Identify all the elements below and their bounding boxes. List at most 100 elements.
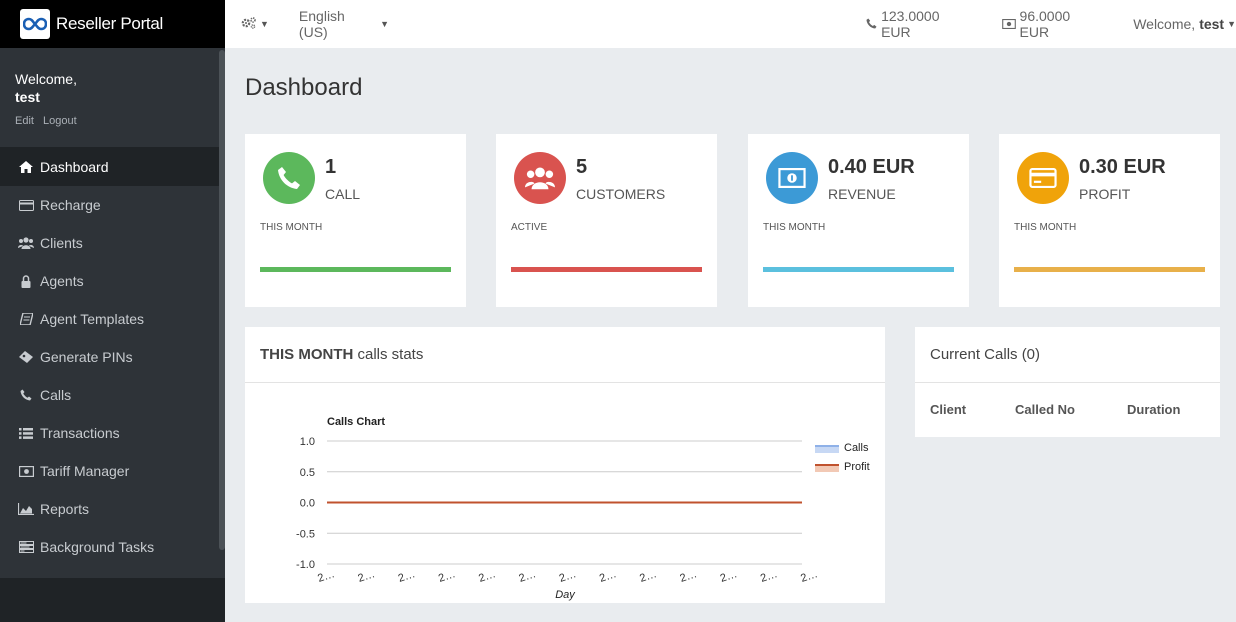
sidebar-item-recharge[interactable]: Recharge [0,186,225,224]
y-tick-label: 1.0 [300,436,315,448]
calls-chart: Calls Chart 1.0 0.5 0.0 -0.5 -1.0 2… 2… 2… 2… 2…… [296,416,870,601]
x-tick-label: 2… [316,568,336,585]
y-tick-label: -1.0 [296,559,315,571]
stat-sub: THIS MONTH [260,222,323,233]
user-menu-dropdown[interactable]: Welcome, test ▼ [1133,16,1236,32]
balance-money: 96.0000 EUR [1001,8,1104,40]
column-header[interactable]: Duration [1127,401,1181,417]
stat-value: 0.40 EUR [828,156,915,178]
stat-card-revenue: 0.40 EUR REVENUE THIS MONTH [748,134,969,307]
x-tick-label: 2… [759,568,779,585]
credit-card-icon [18,198,34,212]
x-tick-label: 2… [558,568,578,585]
phone-icon [866,16,877,32]
x-tick-label: 2… [719,568,739,585]
sidebar: Reseller Portal Welcome, test Edit Logou… [0,0,225,622]
current-calls-header: Current Calls (0) [915,327,1220,383]
money-icon [18,464,34,478]
settings-dropdown[interactable]: ▼ [241,16,269,32]
sidebar-item-generate-pins[interactable]: Generate PINs [0,338,225,376]
user-lock-icon [18,274,34,288]
topbar-username: test [1199,16,1225,32]
stat-bar [260,267,451,272]
stat-label: REVENUE [828,186,896,202]
current-calls-panel: Current Calls (0) Client Called No Durat… [915,327,1220,437]
current-calls-table-header: Client Called No Duration [915,383,1220,435]
chart-xlabel: Day [555,589,576,601]
stat-value: 1 [325,156,337,178]
balance-credit-value: 123.0000 EUR [881,8,940,40]
chevron-down-icon: ▼ [260,19,269,29]
sidebar-item-label: Clients [40,235,83,251]
stat-label: CUSTOMERS [576,186,666,202]
calls-stats-title-rest: calls stats [353,346,424,363]
x-tick-label: 2… [477,568,497,585]
sidebar-nav: Dashboard Recharge Clients Agents Agent … [0,148,225,566]
sidebar-item-dashboard[interactable]: Dashboard [0,148,225,186]
calls-stats-title-bold: THIS MONTH [260,346,354,363]
balance-money-value: 96.0000 EUR [1019,8,1071,40]
stat-card-profit: 0.30 EUR PROFIT THIS MONTH [999,134,1220,307]
sidebar-item-label: Generate PINs [40,349,133,365]
stat-sub: ACTIVE [511,222,548,233]
sidebar-item-transactions[interactable]: Transactions [0,414,225,452]
stat-value: 0.30 EUR [1079,156,1166,178]
ticket-icon [18,350,34,364]
list-icon [18,426,34,440]
y-tick-label: -0.5 [296,528,315,540]
sidebar-scrollbar[interactable] [219,50,225,550]
stat-value: 5 [576,156,588,178]
sidebar-item-agent-templates[interactable]: Agent Templates [0,300,225,338]
infinity-logo-icon [20,9,50,39]
sidebar-item-background-tasks[interactable]: Background Tasks [0,528,225,566]
legend-swatch [815,446,839,453]
edit-link[interactable]: Edit [15,115,34,127]
calls-stats-header: THIS MONTH calls stats [245,327,885,383]
sidebar-footer [0,578,225,622]
x-tick-label: 2… [356,568,376,585]
user-name: test [15,89,40,105]
sidebar-item-clients[interactable]: Clients [0,224,225,262]
home-icon [18,160,34,174]
column-header[interactable]: Called No [1015,401,1075,417]
column-header[interactable]: Client [930,401,967,417]
topbar-welcome: Welcome, [1133,16,1196,32]
y-tick-label: 0.0 [300,498,315,510]
sidebar-item-label: Calls [40,387,72,403]
language-label: English (US) [298,8,345,40]
x-tick-label: 2… [598,568,618,585]
stat-bar [1014,267,1205,272]
sidebar-item-tariff-manager[interactable]: Tariff Manager [0,452,225,490]
top-bar: ▼ English (US) ▼ 123.0000 EUR 96.0000 EU… [225,0,1236,48]
language-dropdown[interactable]: English (US) ▼ [299,8,389,40]
x-tick-label: 2… [638,568,658,585]
chevron-down-icon: ▼ [1227,19,1236,29]
page-title: Dashboard [245,74,363,101]
tasks-icon [18,540,34,554]
users-icon [514,152,566,204]
balance-credit: 123.0000 EUR [866,8,972,40]
legend-swatch [815,465,839,472]
money-icon [1001,16,1016,32]
sidebar-item-label: Reports [40,501,90,517]
sidebar-item-label: Transactions [40,425,120,441]
sidebar-item-label: Tariff Manager [40,463,130,479]
chevron-down-icon: ▼ [380,19,390,29]
sidebar-item-label: Dashboard [40,159,109,175]
x-tick-label: 2… [799,568,819,585]
area-chart-icon [18,502,34,516]
sidebar-item-agents[interactable]: Agents [0,262,225,300]
user-box: Welcome, test Edit Logout [0,48,225,148]
stat-sub: THIS MONTH [1014,222,1077,233]
credit-card-icon [1017,152,1069,204]
brand[interactable]: Reseller Portal [0,0,225,48]
logout-link[interactable]: Logout [43,115,77,127]
sidebar-item-calls[interactable]: Calls [0,376,225,414]
legend-label: Calls [844,442,869,454]
phone-icon [18,388,34,402]
chart-title: Calls Chart [327,416,385,428]
x-tick-label: 2… [437,568,457,585]
brand-name: Reseller Portal [56,14,163,33]
phone-icon [263,152,315,204]
sidebar-item-reports[interactable]: Reports [0,490,225,528]
